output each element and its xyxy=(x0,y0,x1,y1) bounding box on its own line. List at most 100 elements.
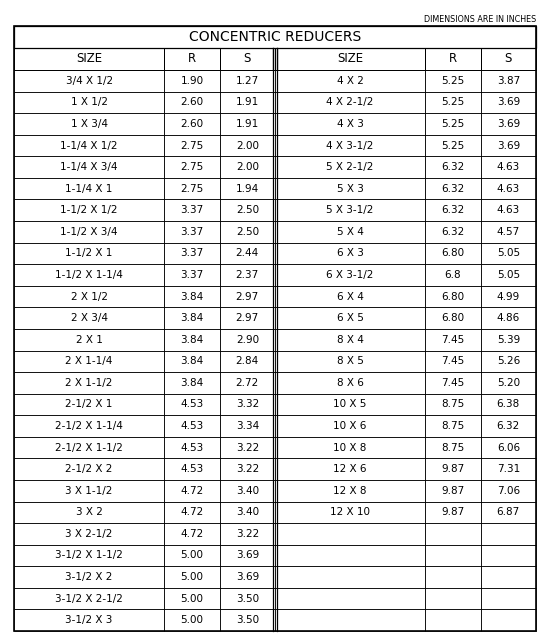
Text: 2-1/2 X 1: 2-1/2 X 1 xyxy=(65,399,113,410)
Text: 12 X 6: 12 X 6 xyxy=(333,464,367,474)
Text: 3.69: 3.69 xyxy=(497,141,520,151)
Bar xyxy=(425,135,481,157)
Bar xyxy=(481,307,536,329)
Text: CONCENTRIC REDUCERS: CONCENTRIC REDUCERS xyxy=(189,30,361,44)
Text: 7.45: 7.45 xyxy=(441,378,465,388)
Text: 5.00: 5.00 xyxy=(180,594,204,604)
Bar xyxy=(164,70,219,91)
Bar xyxy=(275,199,425,221)
Bar xyxy=(425,502,481,523)
Text: 3.22: 3.22 xyxy=(236,443,259,452)
Text: 4.86: 4.86 xyxy=(497,313,520,323)
Text: 2.90: 2.90 xyxy=(236,335,259,344)
Bar xyxy=(275,437,425,458)
Text: 9.87: 9.87 xyxy=(441,507,465,518)
Bar xyxy=(275,480,425,502)
Bar xyxy=(425,372,481,394)
Text: SIZE: SIZE xyxy=(337,52,363,66)
Bar xyxy=(275,502,425,523)
Text: 1.90: 1.90 xyxy=(180,76,204,86)
Text: 3.32: 3.32 xyxy=(236,399,259,410)
Text: 12 X 10: 12 X 10 xyxy=(330,507,370,518)
Text: 5.00: 5.00 xyxy=(180,615,204,625)
Bar xyxy=(14,91,164,113)
Text: 4.63: 4.63 xyxy=(497,205,520,215)
Bar xyxy=(275,372,425,394)
Bar xyxy=(14,588,164,610)
Text: 3.87: 3.87 xyxy=(497,76,520,86)
Bar xyxy=(14,502,164,523)
Text: 6.32: 6.32 xyxy=(441,183,465,194)
Text: 2 X 1: 2 X 1 xyxy=(76,335,102,344)
Text: 1-1/2 X 1-1/4: 1-1/2 X 1-1/4 xyxy=(55,270,123,280)
Bar xyxy=(219,544,275,566)
Bar xyxy=(481,221,536,243)
Bar xyxy=(425,157,481,178)
Bar xyxy=(481,157,536,178)
Text: 12 X 8: 12 X 8 xyxy=(333,486,367,496)
Text: 5.00: 5.00 xyxy=(180,550,204,560)
Bar xyxy=(481,480,536,502)
Text: 3-1/2 X 1-1/2: 3-1/2 X 1-1/2 xyxy=(55,550,123,560)
Bar xyxy=(219,394,275,415)
Bar xyxy=(275,221,425,243)
Bar xyxy=(164,415,219,437)
Bar xyxy=(14,26,536,48)
Text: 10 X 6: 10 X 6 xyxy=(333,421,367,431)
Bar xyxy=(219,48,275,70)
Text: 10 X 5: 10 X 5 xyxy=(333,399,367,410)
Bar xyxy=(481,437,536,458)
Bar xyxy=(425,351,481,372)
Text: 3 X 1-1/2: 3 X 1-1/2 xyxy=(65,486,113,496)
Bar xyxy=(14,221,164,243)
Bar xyxy=(14,480,164,502)
Text: 4.53: 4.53 xyxy=(180,464,204,474)
Bar xyxy=(219,178,275,199)
Bar xyxy=(275,566,425,588)
Bar xyxy=(219,523,275,544)
Text: 4.53: 4.53 xyxy=(180,421,204,431)
Bar xyxy=(425,415,481,437)
Text: 2.97: 2.97 xyxy=(236,313,259,323)
Bar xyxy=(164,199,219,221)
Text: 8.75: 8.75 xyxy=(441,421,465,431)
Text: DIMENSIONS ARE IN INCHES: DIMENSIONS ARE IN INCHES xyxy=(424,15,536,24)
Bar xyxy=(14,178,164,199)
Text: 3.22: 3.22 xyxy=(236,464,259,474)
Text: 4.99: 4.99 xyxy=(497,291,520,302)
Text: 4.72: 4.72 xyxy=(180,486,204,496)
Text: 3-1/2 X 2-1/2: 3-1/2 X 2-1/2 xyxy=(55,594,123,604)
Bar xyxy=(219,199,275,221)
Text: 3.69: 3.69 xyxy=(236,572,259,582)
Text: 5 X 2-1/2: 5 X 2-1/2 xyxy=(327,162,374,172)
Bar xyxy=(481,48,536,70)
Text: 4.63: 4.63 xyxy=(497,183,520,194)
Bar xyxy=(14,610,164,631)
Text: 2.75: 2.75 xyxy=(180,183,204,194)
Text: 8 X 6: 8 X 6 xyxy=(337,378,364,388)
Bar xyxy=(425,178,481,199)
Text: 2-1/2 X 2: 2-1/2 X 2 xyxy=(65,464,113,474)
Text: 4.57: 4.57 xyxy=(497,227,520,237)
Bar xyxy=(164,588,219,610)
Text: 10 X 8: 10 X 8 xyxy=(333,443,367,452)
Text: 3.84: 3.84 xyxy=(180,357,204,366)
Text: 3.69: 3.69 xyxy=(236,550,259,560)
Bar xyxy=(164,329,219,351)
Text: S: S xyxy=(244,52,251,66)
Bar xyxy=(219,502,275,523)
Bar xyxy=(219,135,275,157)
Text: 3.84: 3.84 xyxy=(180,291,204,302)
Bar xyxy=(164,307,219,329)
Text: 3 X 2: 3 X 2 xyxy=(76,507,102,518)
Text: S: S xyxy=(505,52,512,66)
Text: 5.39: 5.39 xyxy=(497,335,520,344)
Text: 8.75: 8.75 xyxy=(441,443,465,452)
Bar xyxy=(425,566,481,588)
Text: 5.05: 5.05 xyxy=(497,249,520,258)
Bar xyxy=(219,458,275,480)
Bar xyxy=(481,243,536,264)
Bar xyxy=(14,566,164,588)
Bar xyxy=(481,113,536,135)
Bar xyxy=(14,458,164,480)
